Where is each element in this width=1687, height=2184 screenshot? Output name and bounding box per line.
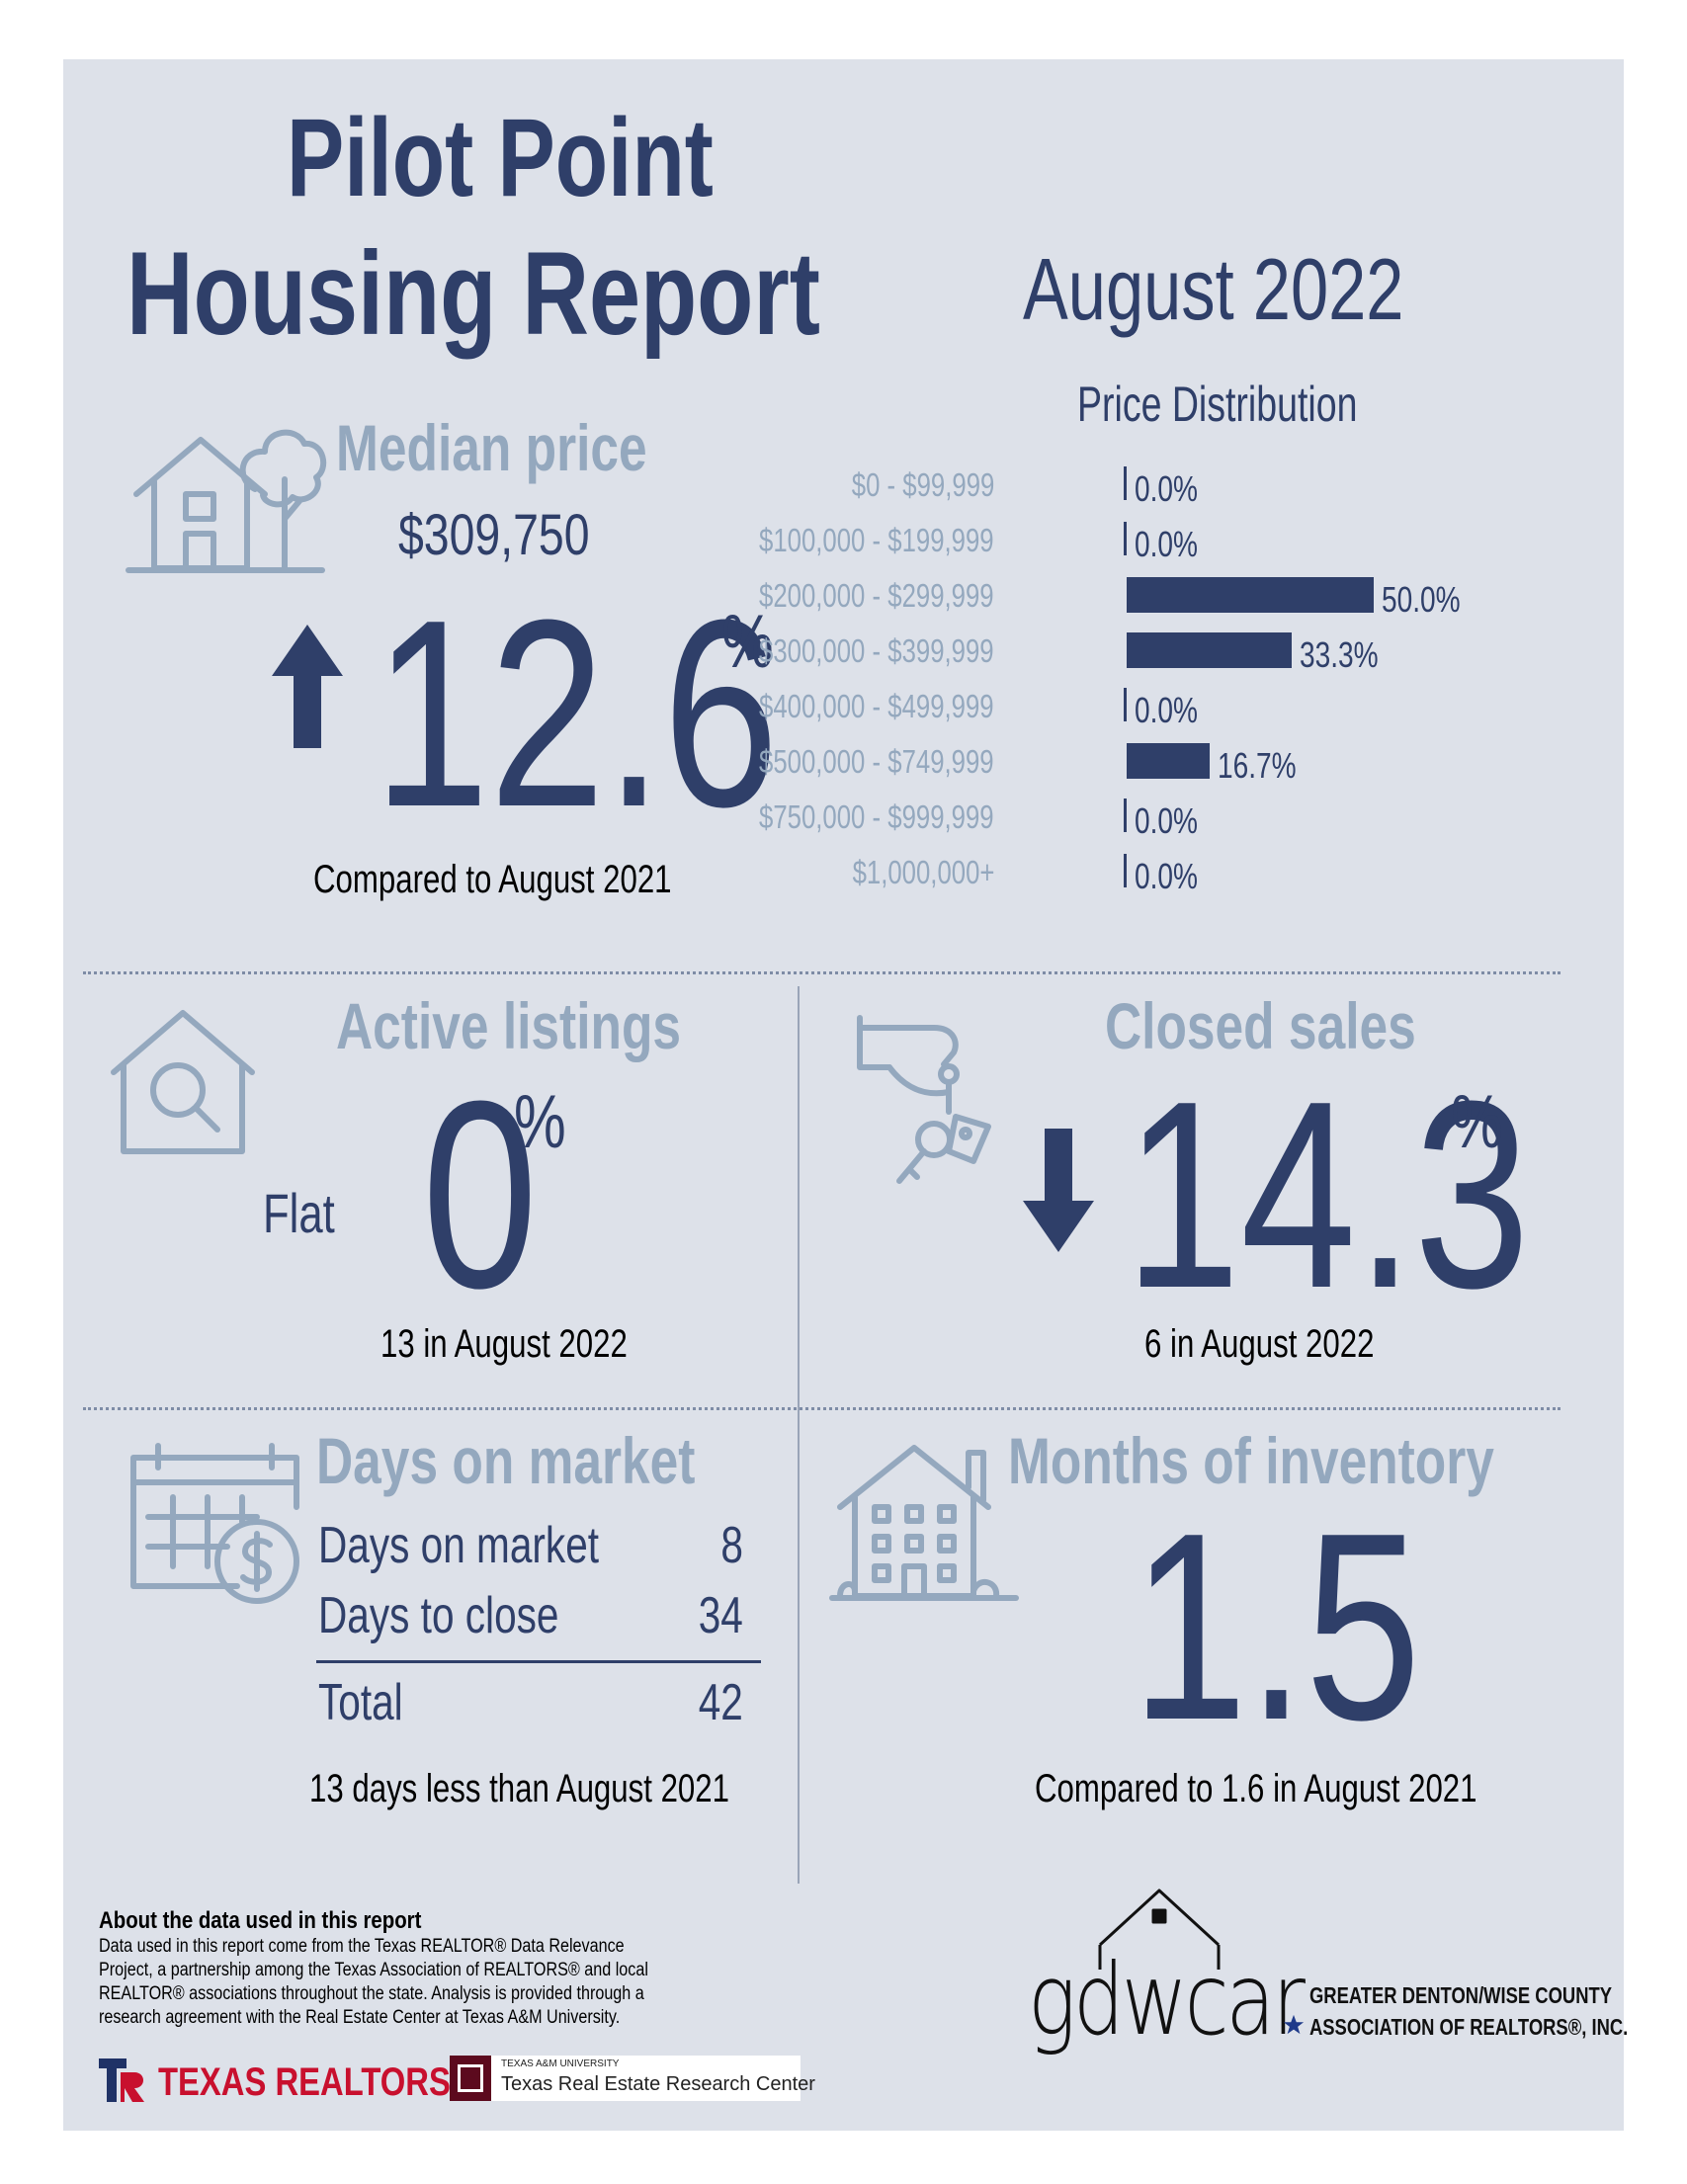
price-row: $1,000,000+ 0.0% xyxy=(820,852,1571,896)
price-distribution-title: Price Distribution xyxy=(1077,377,1358,432)
dom-total-value: 42 xyxy=(698,1674,743,1731)
divider-middle xyxy=(83,1407,1560,1410)
price-bar-value-label: 0.0% xyxy=(1135,856,1199,896)
price-bar xyxy=(1124,688,1127,721)
report-title-line1: Pilot Point xyxy=(287,96,714,219)
price-bar-value-label: 50.0% xyxy=(1382,579,1461,620)
active-change-value: 0 xyxy=(422,1047,539,1344)
price-range-label: $300,000 - $399,999 xyxy=(759,632,994,669)
price-bar-value-label: 16.7% xyxy=(1218,745,1297,786)
moi-heading: Months of inventory xyxy=(1008,1424,1494,1497)
price-row: $100,000 - $199,999 0.0% xyxy=(759,520,1571,564)
report-month: August 2022 xyxy=(1023,240,1404,338)
price-range-label: $400,000 - $499,999 xyxy=(759,688,994,724)
median-price: $309,750 xyxy=(398,503,590,567)
price-row: $200,000 - $299,999 50.0% xyxy=(759,575,1571,620)
dom-row-value: 8 xyxy=(720,1517,743,1574)
price-bar xyxy=(1124,522,1127,555)
price-bar xyxy=(1127,577,1374,613)
divider-vertical xyxy=(798,986,800,1884)
arrow-down-icon xyxy=(1023,1129,1094,1252)
closed-caption: 6 in August 2022 xyxy=(1144,1322,1375,1366)
dom-row-label: Days to close xyxy=(318,1587,559,1644)
dom-heading: Days on market xyxy=(316,1424,696,1497)
price-range-label: $100,000 - $199,999 xyxy=(759,522,994,558)
tamu-logo: TEXAS A&M UNIVERSITY Texas Real Estate R… xyxy=(450,2056,815,2101)
report-title-line2: Housing Report xyxy=(127,227,820,360)
active-change-pct: % xyxy=(514,1080,566,1164)
price-range-label: $200,000 - $299,999 xyxy=(759,577,994,614)
closed-change-value: 14.3 xyxy=(1125,1047,1530,1344)
price-bar xyxy=(1124,854,1127,887)
price-range-label: $1,000,000+ xyxy=(852,854,994,890)
price-bar xyxy=(1124,466,1127,500)
active-caption: 13 in August 2022 xyxy=(380,1322,628,1366)
price-bar-value-label: 0.0% xyxy=(1135,800,1199,841)
active-heading: Active listings xyxy=(336,989,682,1062)
median-heading: Median price xyxy=(336,411,647,484)
hand-keys-icon xyxy=(857,1015,991,1184)
dom-total-rule xyxy=(316,1660,761,1663)
active-flat-label: Flat xyxy=(263,1182,335,1244)
price-row: $500,000 - $749,999 16.7% xyxy=(759,741,1571,786)
calendar-dollar-icon xyxy=(130,1443,299,1604)
dom-row-label: Days on market xyxy=(318,1517,600,1574)
building-icon xyxy=(829,1445,1019,1601)
price-row: $300,000 - $399,999 33.3% xyxy=(759,630,1571,675)
price-row: $750,000 - $999,999 0.0% xyxy=(759,797,1571,841)
divider-top xyxy=(83,971,1560,974)
dom-total-label: Total xyxy=(318,1674,403,1731)
price-range-label: $0 - $99,999 xyxy=(851,466,994,503)
price-bar-value-label: 33.3% xyxy=(1300,634,1379,675)
dom-caption: 13 days less than August 2021 xyxy=(309,1767,729,1810)
price-bar-value-label: 0.0% xyxy=(1135,690,1199,730)
price-row: $400,000 - $499,999 0.0% xyxy=(759,686,1571,730)
tamu-small-text: TEXAS A&M UNIVERSITY xyxy=(501,2058,620,2069)
median-change-value: 12.6 xyxy=(374,565,779,863)
tamu-center-name: Texas Real Estate Research Center xyxy=(501,2073,815,2095)
gdwcar-wordmark: gdwcar xyxy=(1028,1942,1306,2058)
footer-heading: About the data used in this report xyxy=(99,1907,422,1934)
report-panel xyxy=(63,59,1624,2131)
star-icon xyxy=(1283,2014,1305,2035)
price-bar-value-label: 0.0% xyxy=(1135,468,1199,509)
median-change-pct: % xyxy=(721,600,774,684)
arrow-up-icon xyxy=(272,625,343,748)
price-bar xyxy=(1127,632,1292,668)
gdwcar-name-line1: GREATER DENTON/WISE COUNTY xyxy=(1309,1982,1612,2008)
footer-text: Data used in this report come from the T… xyxy=(99,1936,648,2028)
price-range-label: $750,000 - $999,999 xyxy=(759,798,994,835)
tamu-mark-icon xyxy=(450,2056,491,2101)
price-bar xyxy=(1127,743,1210,779)
median-caption: Compared to August 2021 xyxy=(313,858,672,901)
closed-heading: Closed sales xyxy=(1105,989,1416,1062)
moi-caption: Compared to 1.6 in August 2021 xyxy=(1035,1767,1477,1810)
texas-realtors-wordmark: TEXAS REALTORS xyxy=(158,2060,451,2104)
closed-change-pct: % xyxy=(1451,1080,1503,1164)
dom-row-value: 34 xyxy=(698,1587,743,1644)
texas-realtors-mark-icon xyxy=(99,2058,144,2102)
moi-value: 1.5 xyxy=(1132,1478,1421,1776)
price-row: $0 - $99,999 0.0% xyxy=(820,464,1571,509)
house-tree-icon xyxy=(126,429,327,573)
price-range-label: $500,000 - $749,999 xyxy=(759,743,994,780)
house-search-icon xyxy=(111,1010,255,1154)
gdwcar-house-roof-icon xyxy=(1098,1889,1221,1970)
gdwcar-name-line2: ASSOCIATION OF REALTORS®, INC. xyxy=(1309,2014,1629,2040)
price-bar xyxy=(1124,798,1127,832)
price-bar-value-label: 0.0% xyxy=(1135,524,1199,564)
